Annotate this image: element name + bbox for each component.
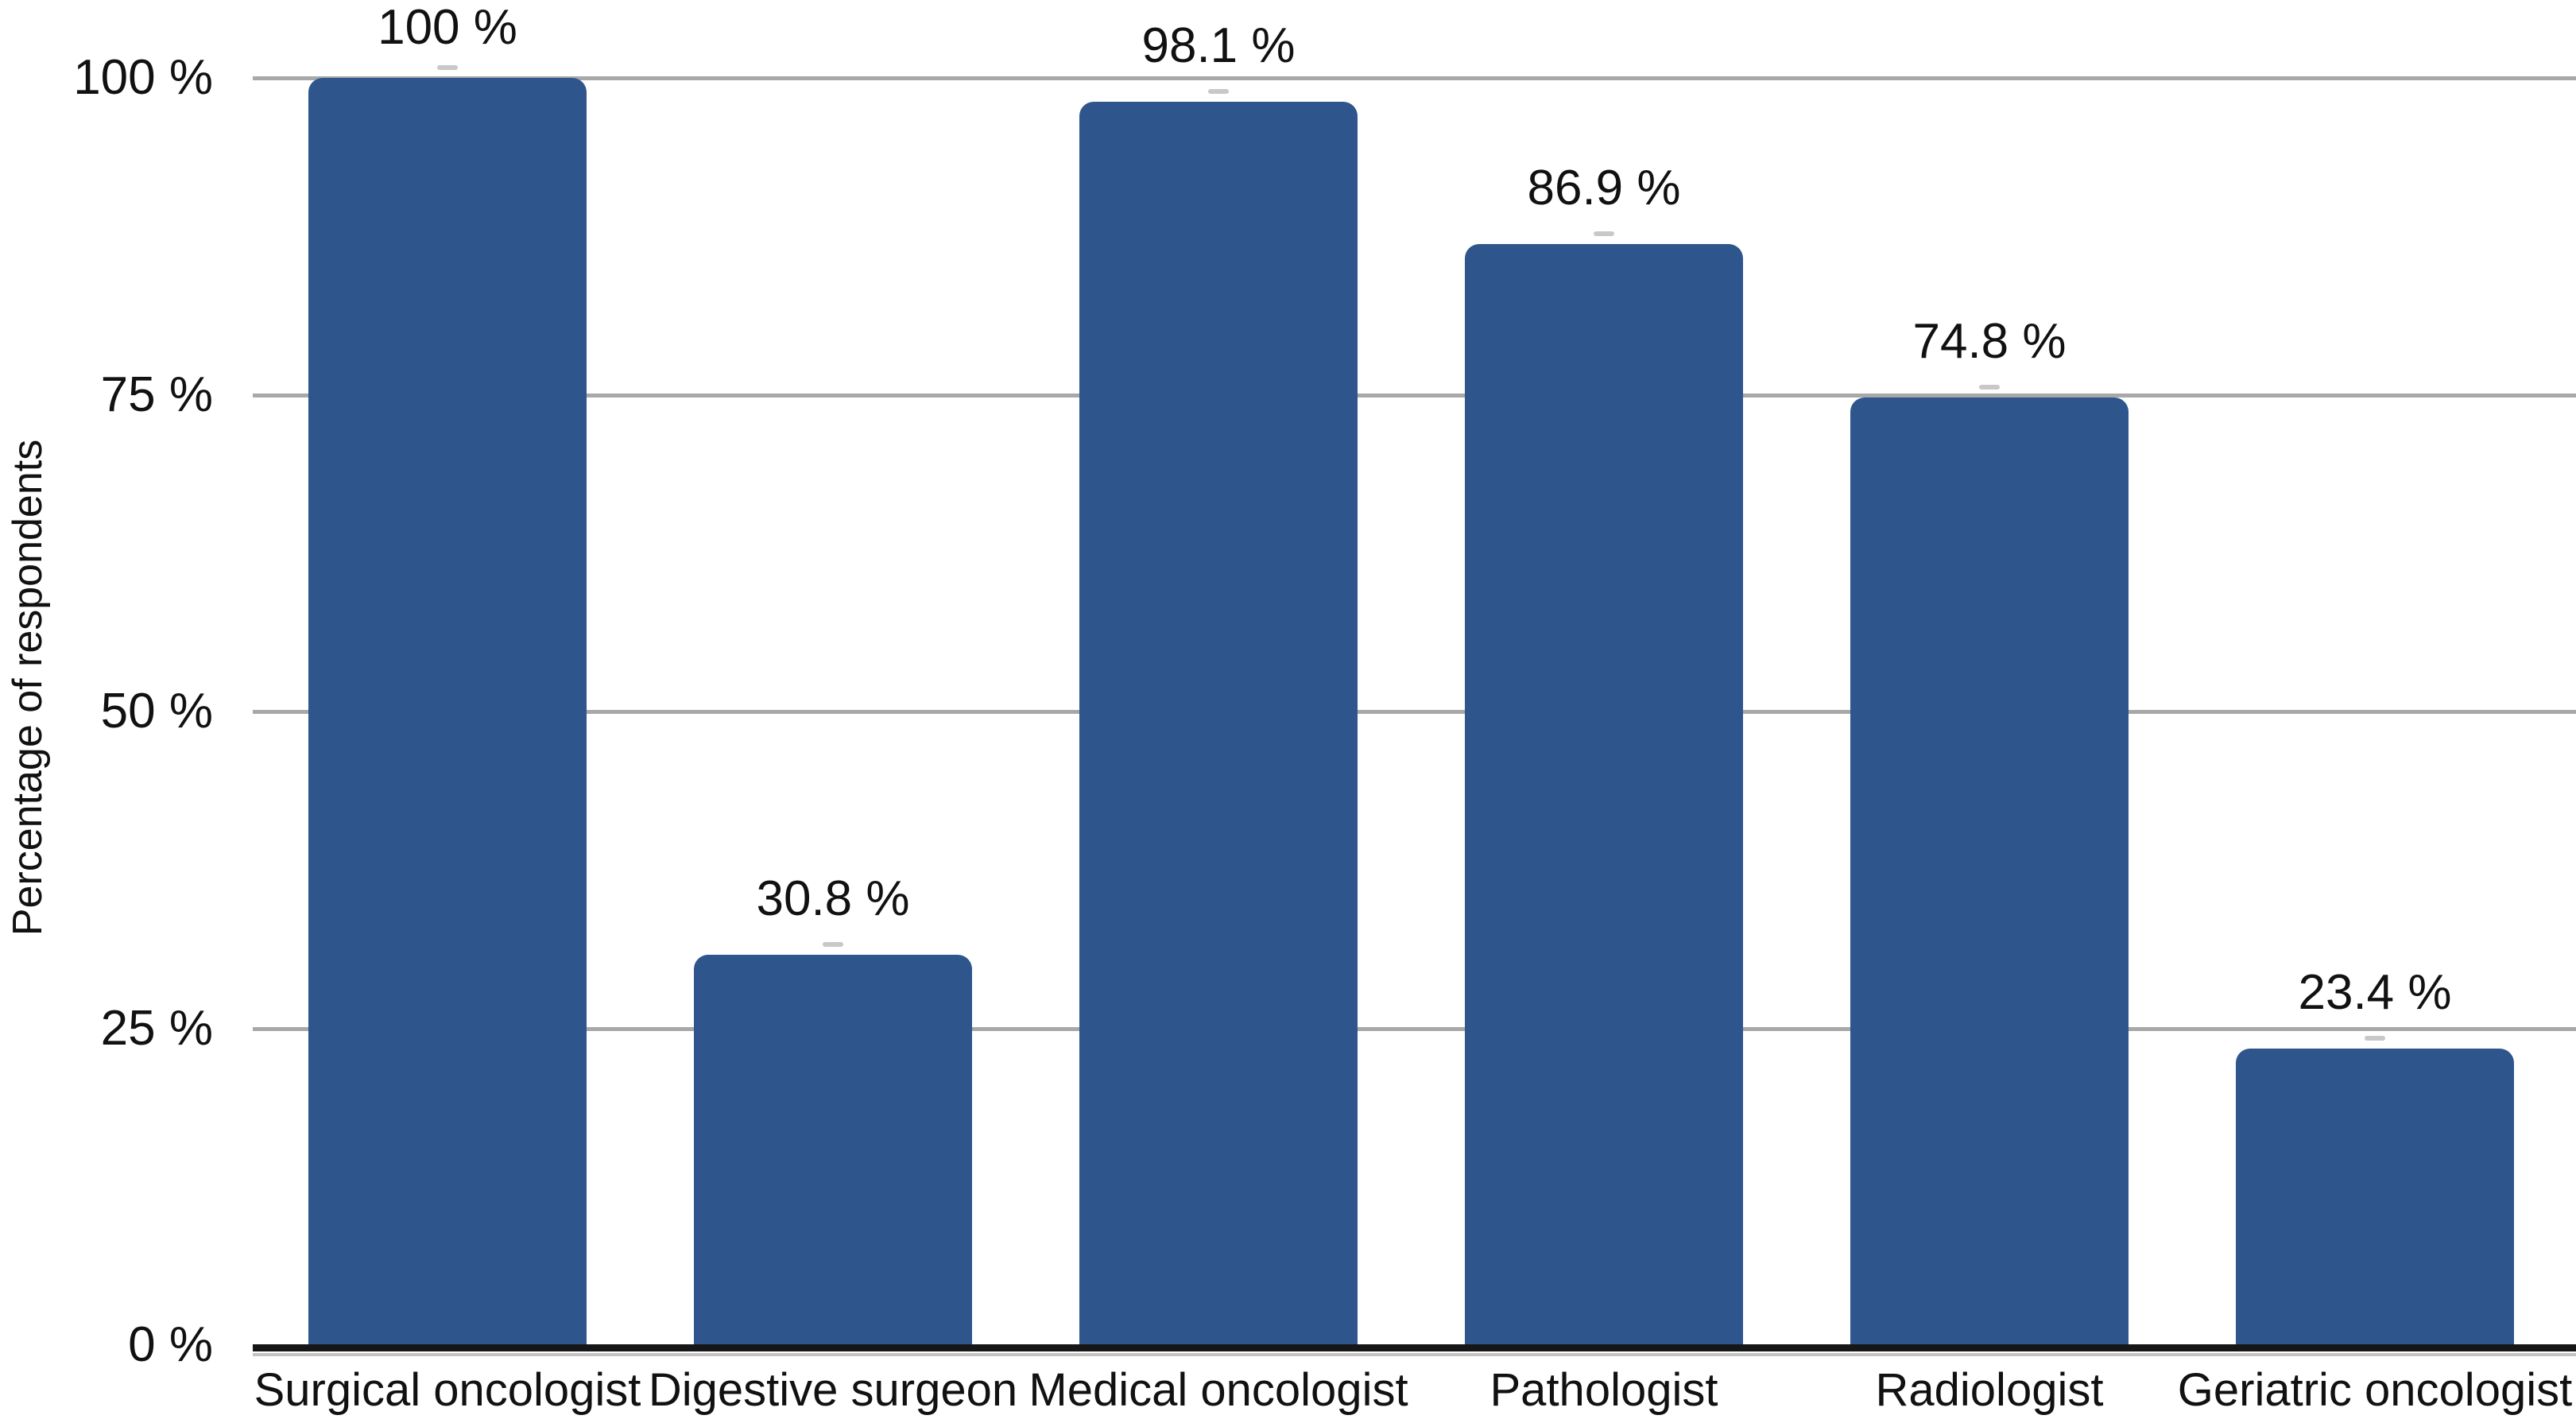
bar-radiologist <box>1850 397 2129 1345</box>
tiny-mark-pathologist <box>1594 231 1614 236</box>
y-tick-label-100: 100 % <box>73 50 213 105</box>
tiny-mark-digestive-surgeon <box>823 942 843 948</box>
x-category-label-medical-oncologist: Medical oncologist <box>1028 1364 1408 1416</box>
x-category-label-radiologist: Radiologist <box>1875 1364 2104 1416</box>
gridline-100 <box>253 76 2576 80</box>
bar-value-label-surgical-oncologist: 100 % <box>378 0 517 55</box>
gridline-75 <box>253 393 2576 397</box>
bar-value-label-digestive-surgeon: 30.8 % <box>756 871 910 927</box>
x-category-label-pathologist: Pathologist <box>1489 1364 1718 1416</box>
bar-value-label-radiologist: 74.8 % <box>1912 313 2067 369</box>
bar-medical-oncologist <box>1079 102 1358 1345</box>
x-category-label-surgical-oncologist: Surgical oncologist <box>254 1364 641 1416</box>
tiny-mark-geriatric-oncologist <box>2365 1036 2385 1041</box>
bar-value-label-medical-oncologist: 98.1 % <box>1141 18 1296 74</box>
bar-digestive-surgeon <box>694 955 972 1345</box>
y-tick-label-50: 50 % <box>100 684 213 739</box>
gridline-25 <box>253 1026 2576 1031</box>
x-axis-line <box>253 1344 2576 1351</box>
y-tick-label-0: 0 % <box>128 1317 213 1372</box>
bar-value-label-pathologist: 86.9 % <box>1527 160 1681 215</box>
tiny-mark-radiologist <box>1979 384 2000 390</box>
bar-value-label-geriatric-oncologist: 23.4 % <box>2298 965 2452 1020</box>
y-tick-label-25: 25 % <box>100 1000 213 1056</box>
x-category-label-geriatric-oncologist: Geriatric oncologist <box>2177 1364 2573 1416</box>
x-axis-line-shadow <box>253 1353 2576 1356</box>
bar-geriatric-oncologist <box>2236 1049 2514 1345</box>
tiny-mark-surgical-oncologist <box>437 65 458 70</box>
bar-pathologist <box>1465 243 1743 1345</box>
tiny-mark-medical-oncologist <box>1208 89 1229 95</box>
gridline-50 <box>253 710 2576 714</box>
x-category-label-digestive-surgeon: Digestive surgeon <box>648 1364 1018 1416</box>
y-tick-label-75: 75 % <box>100 366 213 422</box>
bar-surgical-oncologist <box>308 78 587 1345</box>
